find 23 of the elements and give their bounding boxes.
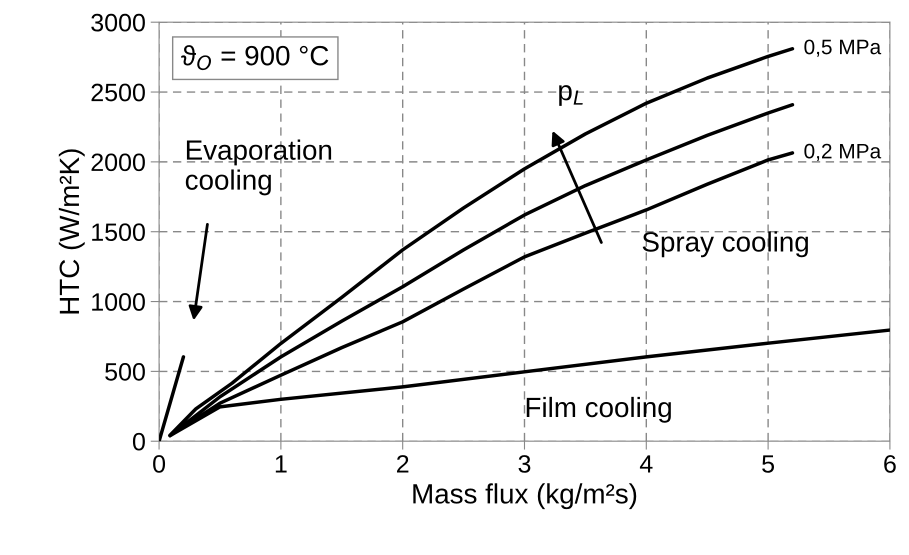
y-tick-label: 0 [132, 432, 145, 451]
y-axis-title: HTC (W/m²K) [58, 149, 85, 314]
annotation: Film cooling [526, 396, 671, 423]
annotation: Evaporation cooling [186, 140, 332, 196]
x-tick-label: 3 [518, 455, 530, 473]
y-tick-label: 2500 [92, 84, 145, 102]
y-tick-label: 1500 [92, 223, 145, 242]
annotation: p$_{L}$ [559, 85, 583, 106]
y-tick-label: 3000 [91, 14, 145, 32]
annotation: Spray cooling [642, 231, 808, 258]
x-axis-title: Mass flux (kg/m²s) [413, 483, 636, 510]
x-tick-label: 1 [276, 455, 287, 473]
x-tick-label: 5 [762, 455, 774, 473]
y-tick-label: 1000 [92, 293, 145, 311]
annotation: ϑ$_{O}$ = 900 °C [181, 45, 328, 70]
y-tick-label: 2000 [92, 153, 145, 172]
x-tick-label: 4 [640, 455, 653, 473]
y-tick-label: 500 [105, 362, 145, 381]
series-label: 0,5 MPa [804, 40, 882, 57]
series-label: 0,2 MPa [804, 144, 882, 161]
x-tick-label: 2 [396, 455, 408, 473]
x-tick-label: 0 [153, 455, 166, 473]
x-tick-label: 6 [884, 455, 896, 473]
